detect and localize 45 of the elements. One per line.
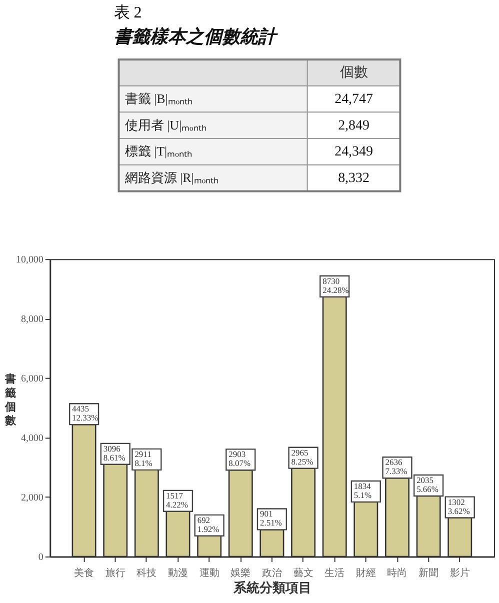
data-label: 24,747 [334, 92, 374, 107]
x-tick-label: 時尚 [387, 566, 408, 579]
data-label: 8,332 [338, 171, 370, 186]
x-tick-label: 美食 [74, 566, 94, 579]
category-label: 使用者 |U|ₘₒₙₜₕ [124, 117, 206, 132]
x-tick-label: 政治 [262, 566, 282, 579]
data-label: 1302 3.62% [448, 496, 470, 516]
x-tick-label: 影片 [450, 566, 470, 579]
x-tick-label: 旅行 [105, 566, 126, 579]
y-tick-label: 4,000 [20, 433, 44, 444]
x-tick-label: 財經 [356, 566, 376, 579]
text: 個數 [340, 64, 368, 81]
text: 書籤樣本之個數統計 [114, 26, 279, 47]
data-label: 24,349 [334, 144, 374, 160]
y-tick-label: 6,000 [20, 374, 44, 385]
x-tick-label: 動漫 [168, 566, 188, 579]
data-label: 2965 8.25% [291, 447, 314, 466]
category-label: 書籤 |B|ₘₒₙₜₕ [124, 90, 193, 106]
data-label: 692 1.92% [197, 514, 220, 534]
data-label: 2636 7.33% [385, 457, 408, 476]
x-axis-title: 系統分類項目 [232, 580, 312, 595]
data-label: 1834 5.1% [354, 480, 372, 500]
x-tick-label: 科技 [136, 566, 157, 579]
category-label: 標籤 |T|ₘₒₙₜₕ [124, 144, 192, 159]
data-label: 4435 12.33% [72, 404, 98, 423]
data-label: 2903 8.07% [228, 449, 251, 468]
text: 表 2 [114, 4, 142, 22]
data-label: 2911 8.1% [134, 448, 152, 468]
category-label: 網路資源 |R|ₘₒₙₜₕ [124, 170, 219, 186]
y-tick-label: 2,000 [20, 492, 44, 504]
x-tick-label: 娛樂 [230, 566, 251, 579]
data-label: 8730 24.28% [322, 276, 349, 295]
x-tick-label: 藝文 [293, 566, 314, 579]
y-tick-label: 8,000 [20, 314, 44, 326]
data-label: 2035 5.66% [416, 474, 438, 494]
y-tick-label: 10,000 [16, 254, 44, 266]
x-tick-label: 新聞 [418, 566, 439, 579]
data-label: 901 2.51% [260, 508, 282, 528]
y-axis-title: 書籤個數 [4, 372, 17, 428]
data-label: 1517 4.22% [166, 490, 188, 510]
y-tick-label: 0 [38, 552, 44, 563]
x-tick-label: 運動 [199, 566, 220, 579]
data-label: 3096 8.61% [103, 443, 126, 462]
x-tick-label: 生活 [324, 566, 345, 579]
data-label: 2,849 [338, 118, 370, 134]
